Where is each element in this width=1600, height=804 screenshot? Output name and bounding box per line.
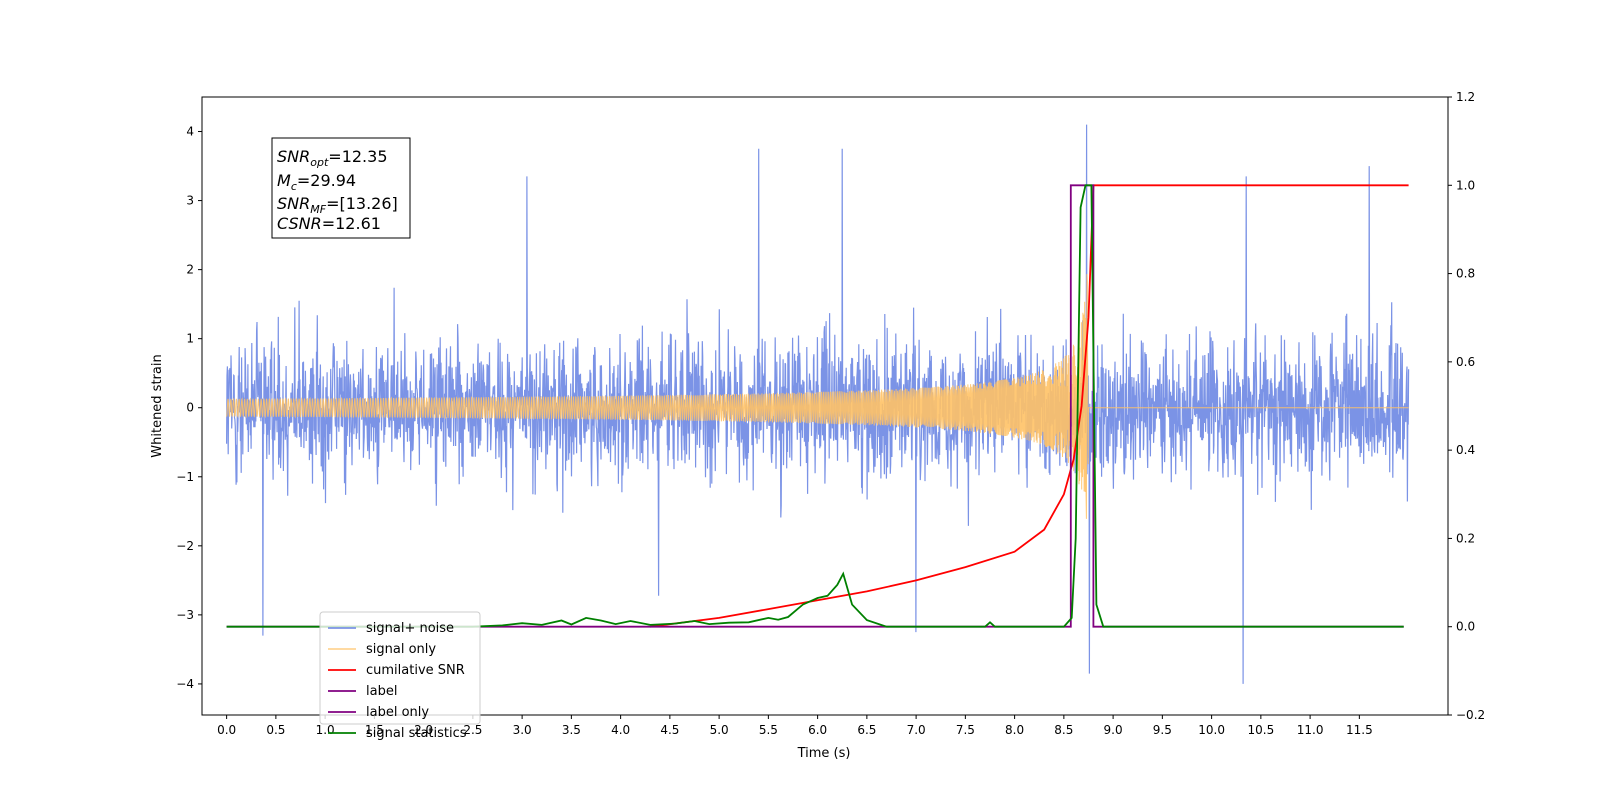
x-tick-label: 6.0 <box>808 723 827 737</box>
legend-frame <box>319 611 481 725</box>
x-tick-label: 5.5 <box>759 723 778 737</box>
y-tick-label: 3 <box>186 194 194 208</box>
x-tick-label: 11.0 <box>1297 723 1324 737</box>
y-tick-label: 1 <box>186 332 194 346</box>
y-tick-label: −4 <box>176 677 194 691</box>
legend-entries: signal+ noise signal only cumilative SNR la… <box>328 621 467 741</box>
y2-tick-label: 0.8 <box>1456 267 1475 281</box>
stats-box: SNRopt=12.35 Mc=29.94 SNRMF=[13.26] CSNR… <box>271 137 411 239</box>
x-tick-label: 6.5 <box>857 723 876 737</box>
y-tick-label: −1 <box>176 470 194 484</box>
y-tick-label: −2 <box>176 539 194 553</box>
x-tick-label: 4.5 <box>660 723 679 737</box>
stats-box-frame <box>271 137 411 239</box>
x-tick-label: 2.0 <box>414 723 433 737</box>
legend-label: signal+ noise <box>366 621 454 636</box>
series-signal-only <box>226 274 1409 519</box>
series-cumilative-snr <box>650 184 1409 628</box>
y2-tick-label: −0.2 <box>1456 708 1485 722</box>
stats-csnr: CSNR=12.61 <box>277 214 381 233</box>
series-signal-plus-noise <box>226 124 1410 684</box>
x-tick-label: 1.5 <box>365 723 384 737</box>
stats-mc: Mc=29.94 <box>277 171 356 193</box>
y2-tick-label: 1.0 <box>1456 178 1475 192</box>
x-axis-label: Time (s) <box>797 746 851 761</box>
x-tick-label: 9.5 <box>1153 723 1172 737</box>
y2-tick-label: 0.6 <box>1456 355 1475 369</box>
stats-snr-opt: SNRopt=12.35 <box>277 147 388 169</box>
legend: signal+ noise signal only cumilative SNR la… <box>319 611 481 741</box>
x-tick-label: 9.0 <box>1104 723 1123 737</box>
legend-label: signal only <box>366 642 436 657</box>
x-tick-label: 1.0 <box>316 723 335 737</box>
y-axis-left: 4 3 2 1 0 −1 −2 −3 −4 <box>176 125 202 691</box>
legend-label: cumilative SNR <box>366 663 465 678</box>
y2-tick-label: 0.0 <box>1456 620 1475 634</box>
x-tick-label: 10.5 <box>1247 723 1274 737</box>
x-tick-label: 3.0 <box>513 723 532 737</box>
x-tick-label: 8.5 <box>1054 723 1073 737</box>
x-tick-label: 4.0 <box>611 723 630 737</box>
y-axis-label: Whitened strain <box>150 354 165 457</box>
x-tick-label: 10.0 <box>1198 723 1225 737</box>
x-tick-label: 5.0 <box>710 723 729 737</box>
y2-tick-label: 0.4 <box>1456 443 1475 457</box>
x-tick-label: 7.0 <box>907 723 926 737</box>
x-axis: 0.0 0.5 1.0 1.5 2.0 2.5 3.0 3.5 4.0 4.5 5.0 5.5 6.0 6… <box>217 715 1373 737</box>
legend-label: label only <box>366 705 429 720</box>
plot-area <box>226 124 1410 684</box>
x-tick-label: 3.5 <box>562 723 581 737</box>
y-tick-label: 4 <box>186 125 194 139</box>
x-tick-label: 8.0 <box>1005 723 1024 737</box>
x-tick-label: 2.5 <box>463 723 482 737</box>
series-layer <box>226 124 1410 684</box>
y-axis-right: 1.2 1.0 0.8 0.6 0.4 0.2 0.0 −0.2 <box>1448 90 1485 722</box>
y-tick-label: 2 <box>186 263 194 277</box>
legend-label: signal statistics <box>366 726 467 741</box>
y-tick-label: 0 <box>186 401 194 415</box>
stats-snr-mf: SNRMF=[13.26] <box>277 194 398 216</box>
x-tick-label: 0.5 <box>266 723 285 737</box>
x-tick-label: 11.5 <box>1346 723 1373 737</box>
x-tick-label: 0.0 <box>217 723 236 737</box>
legend-label: label <box>366 684 397 699</box>
x-tick-label: 7.5 <box>956 723 975 737</box>
y-tick-label: −3 <box>176 608 194 622</box>
y2-tick-label: 1.2 <box>1456 90 1475 104</box>
series-signal-statistics <box>226 184 1404 628</box>
axes-frame <box>201 96 1449 716</box>
y2-tick-label: 0.2 <box>1456 531 1475 545</box>
